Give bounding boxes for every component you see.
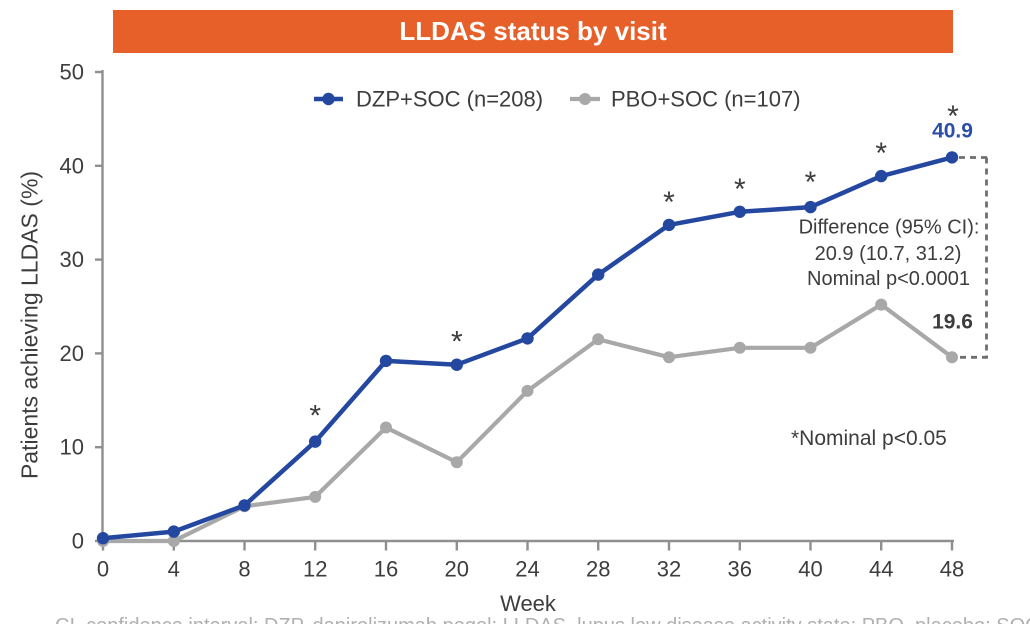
svg-text:10: 10 bbox=[60, 435, 84, 460]
svg-text:50: 50 bbox=[60, 60, 84, 85]
svg-text:40: 40 bbox=[798, 557, 822, 582]
svg-text:CI, confidence interval; DZP,: CI, confidence interval; DZP, dapirolizu… bbox=[55, 615, 1030, 624]
svg-text:32: 32 bbox=[657, 557, 681, 582]
svg-text:LLDAS status by visit: LLDAS status by visit bbox=[399, 16, 667, 46]
svg-text:0: 0 bbox=[97, 557, 109, 582]
svg-text:12: 12 bbox=[303, 557, 327, 582]
svg-text:20: 20 bbox=[445, 557, 469, 582]
svg-text:20.9 (10.7, 31.2): 20.9 (10.7, 31.2) bbox=[815, 243, 962, 265]
svg-text:28: 28 bbox=[586, 557, 610, 582]
svg-text:30: 30 bbox=[60, 247, 84, 272]
svg-text:48: 48 bbox=[940, 557, 964, 582]
svg-text:36: 36 bbox=[728, 557, 752, 582]
svg-text:*: * bbox=[309, 400, 321, 433]
svg-text:DZP+SOC (n=208): DZP+SOC (n=208) bbox=[356, 87, 543, 112]
svg-text:40: 40 bbox=[60, 153, 84, 178]
svg-text:*: * bbox=[451, 326, 463, 359]
svg-text:*: * bbox=[734, 173, 746, 206]
svg-text:Week: Week bbox=[500, 591, 557, 616]
svg-text:*: * bbox=[947, 100, 959, 133]
svg-text:8: 8 bbox=[238, 557, 250, 582]
svg-text:Nominal p<0.0001: Nominal p<0.0001 bbox=[807, 268, 970, 290]
svg-text:20: 20 bbox=[60, 341, 84, 366]
svg-text:*: * bbox=[805, 166, 817, 199]
svg-text:40.9: 40.9 bbox=[932, 120, 973, 143]
svg-text:19.6: 19.6 bbox=[932, 311, 973, 334]
svg-text:4: 4 bbox=[168, 557, 180, 582]
svg-text:Patients achieving LLDAS (%): Patients achieving LLDAS (%) bbox=[17, 171, 43, 479]
svg-text:24: 24 bbox=[515, 557, 539, 582]
svg-text:44: 44 bbox=[869, 557, 893, 582]
svg-text:*: * bbox=[663, 186, 675, 219]
svg-text:16: 16 bbox=[374, 557, 398, 582]
svg-text:*Nominal p<0.05: *Nominal p<0.05 bbox=[791, 427, 947, 450]
svg-text:Difference (95% CI):: Difference (95% CI): bbox=[799, 217, 980, 239]
svg-text:*: * bbox=[875, 137, 887, 170]
svg-text:0: 0 bbox=[72, 529, 84, 554]
svg-text:PBO+SOC (n=107): PBO+SOC (n=107) bbox=[611, 87, 801, 112]
